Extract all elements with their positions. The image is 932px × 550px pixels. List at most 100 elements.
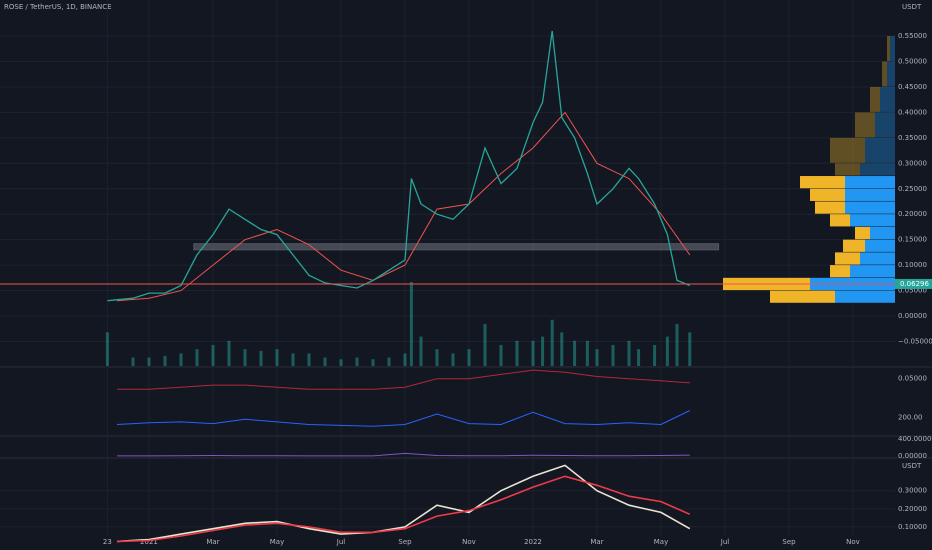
profile-down <box>870 86 880 112</box>
volume-bar <box>451 353 455 366</box>
volume-bar <box>419 336 423 366</box>
y-tick-label: 0.45000 <box>898 83 927 91</box>
profile-up <box>887 61 895 87</box>
volume-bar <box>627 340 631 366</box>
volume-bar <box>573 340 577 366</box>
profile-down <box>835 252 860 265</box>
volume-bar <box>585 340 589 366</box>
volume-bar <box>611 345 615 366</box>
x-tick-label: May <box>270 538 284 546</box>
y-tick-label: 0.55000 <box>898 32 927 40</box>
x-tick-label: May <box>654 538 668 546</box>
y-tick-label: 0.05000 <box>898 375 927 383</box>
profile-down <box>830 137 865 163</box>
price-tag-label: 0.06296 <box>900 280 929 288</box>
axis-label: USDT <box>902 3 922 11</box>
indicator-line <box>116 475 691 543</box>
y-tick-label: 0.30000 <box>898 159 927 167</box>
x-tick-label: Mar <box>590 538 603 546</box>
volume-bar <box>179 353 183 366</box>
volume-bar <box>653 345 657 366</box>
volume-bar <box>550 319 554 366</box>
y-tick-label: 0.00000 <box>898 312 927 320</box>
profile-up <box>860 163 895 176</box>
volume-bar <box>531 340 535 366</box>
profile-up <box>835 290 895 303</box>
profile-down <box>855 112 875 138</box>
price-tag <box>895 278 932 289</box>
profile-down <box>887 36 890 61</box>
x-tick-label: Nov <box>462 538 476 546</box>
indicator-line <box>117 369 690 390</box>
volume-bar <box>499 345 503 366</box>
x-tick-label: Jul <box>336 538 346 546</box>
profile-up <box>875 112 895 138</box>
indicator-line <box>117 452 690 457</box>
volume-bar <box>541 336 545 366</box>
profile-down <box>843 239 865 252</box>
profile-down <box>800 176 845 189</box>
volume-bar <box>637 349 641 366</box>
volume-bar <box>515 340 519 366</box>
price-line <box>107 30 691 302</box>
profile-down <box>770 290 835 303</box>
volume-bar <box>147 357 151 366</box>
y-tick-label: 0.00000 <box>898 452 927 460</box>
volume-bar <box>291 353 295 366</box>
profile-up <box>845 201 895 214</box>
volume-bar <box>483 324 487 366</box>
axis-label: USDT <box>902 462 922 470</box>
volume-bar <box>688 332 692 366</box>
volume-bar <box>560 332 564 366</box>
volume-bar <box>243 349 247 366</box>
x-tick-label: 2021 <box>140 538 158 546</box>
volume-bar <box>435 349 439 366</box>
y-tick-label: 0.10000 <box>898 261 927 269</box>
y-tick-label: 200.00 <box>898 414 923 422</box>
volume-bar <box>595 349 599 366</box>
profile-up <box>865 137 895 163</box>
x-tick-label: 23 <box>103 538 112 546</box>
profile-up <box>870 226 895 240</box>
x-tick-label: Jul <box>720 538 730 546</box>
volume-bar <box>195 349 199 366</box>
moving-average <box>116 111 691 302</box>
y-tick-label: 0.15000 <box>898 236 927 244</box>
volume-bar <box>409 282 413 366</box>
profile-up <box>850 265 895 278</box>
volume-bar <box>163 355 167 366</box>
volume-bar <box>371 359 375 366</box>
volume-bar <box>211 345 215 366</box>
y-tick-label: 0.40000 <box>898 108 927 116</box>
volume-bar <box>387 357 391 366</box>
profile-up <box>865 239 895 252</box>
profile-down <box>835 163 860 176</box>
y-tick-label: 0.50000 <box>898 57 927 65</box>
profile-down <box>882 61 887 87</box>
profile-up <box>845 188 895 201</box>
volume-bar <box>131 357 135 366</box>
volume-bar <box>467 349 471 366</box>
x-tick-label: Sep <box>398 538 412 546</box>
volume-bar <box>259 350 263 366</box>
profile-up <box>880 86 895 112</box>
y-tick-label: 400.00000 <box>898 435 932 443</box>
volume-bar <box>307 353 311 366</box>
x-tick-label: 2022 <box>524 538 542 546</box>
y-tick-label: 0.10000 <box>898 523 927 531</box>
x-tick-label: Mar <box>206 538 219 546</box>
volume-bar <box>275 349 279 366</box>
y-tick-label: 0.20000 <box>898 210 927 218</box>
profile-down <box>830 214 850 227</box>
profile-down <box>815 201 845 214</box>
y-tick-label: 0.05000 <box>898 287 927 295</box>
zone <box>193 243 720 251</box>
volume-bar <box>403 353 407 366</box>
y-tick-label: 0.20000 <box>898 505 927 513</box>
y-tick-label: 0.25000 <box>898 185 927 193</box>
x-tick-label: Sep <box>782 538 796 546</box>
profile-up <box>890 36 895 61</box>
volume-bar <box>665 336 669 366</box>
